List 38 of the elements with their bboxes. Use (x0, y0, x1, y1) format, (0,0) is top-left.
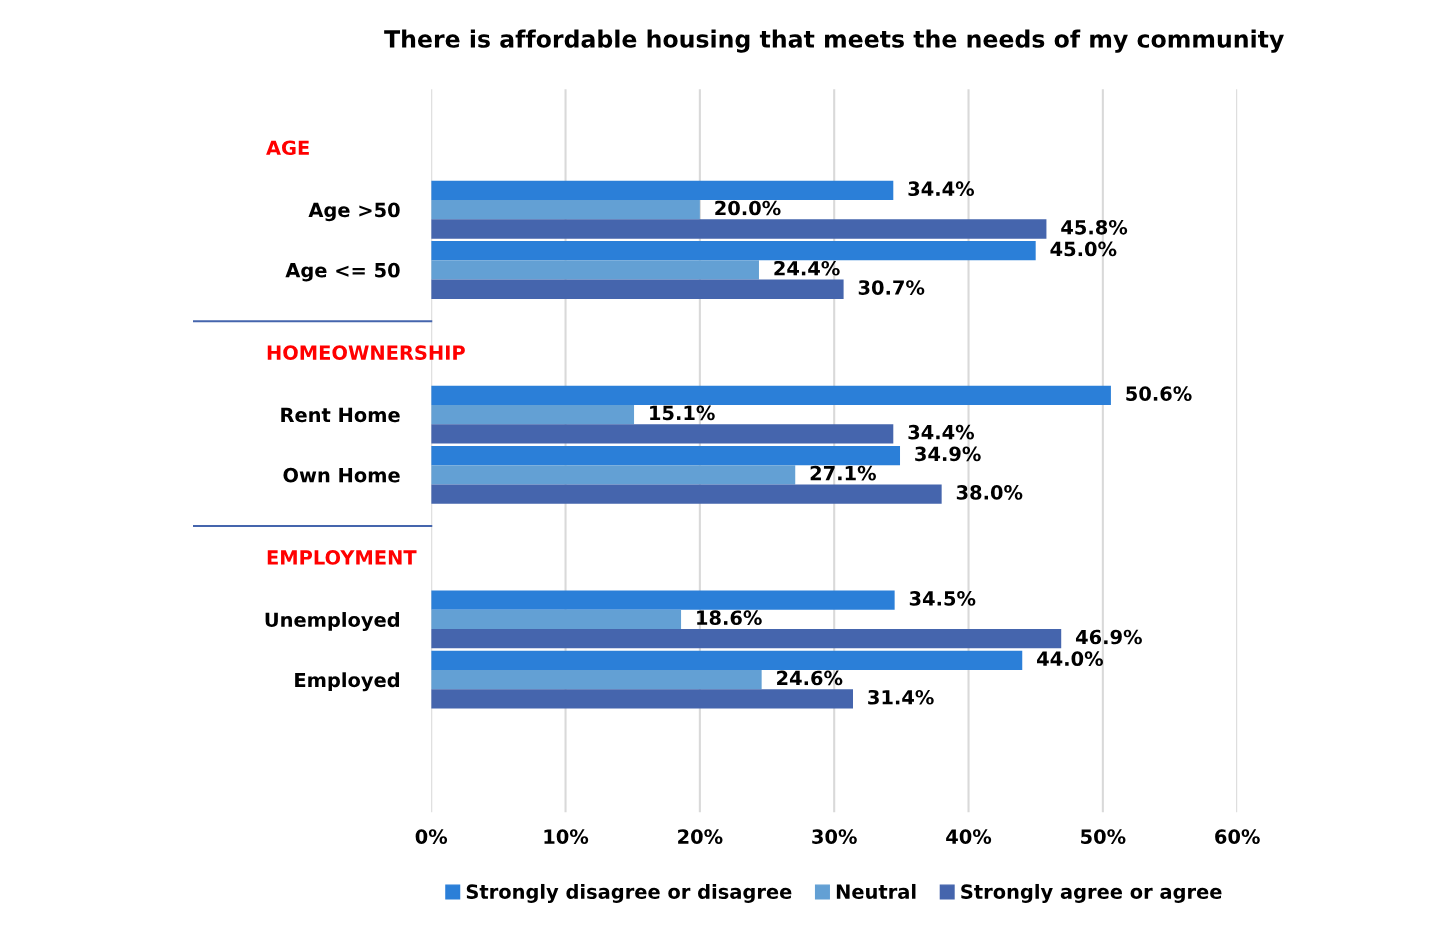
legend-label: Strongly agree or agree (961, 883, 1222, 903)
chart-title: There is affordable housing that meets the needs of my community (384, 29, 1284, 53)
y-tick-label: Age <= 50 (285, 262, 400, 282)
legend-label: Strongly disagree or disagree (466, 883, 792, 903)
y-tick-label: Own Home (283, 467, 400, 483)
y-tick-label: Rent Home (281, 407, 400, 423)
x-tick-label: 30% (812, 829, 857, 844)
data-label: 44.0% (1037, 651, 1103, 667)
y-tick-label: Age >50 (308, 202, 400, 222)
data-label: 24.4% (774, 260, 840, 276)
data-label: 45.8% (1061, 219, 1128, 235)
data-label: 45.0% (1050, 241, 1117, 257)
text: EMPLOYMENT (267, 550, 417, 565)
x-tick-label: 40% (946, 829, 992, 844)
x-tick-label: 0% (415, 829, 448, 844)
x-tick-label: 20% (678, 829, 723, 844)
data-label: 27.1% (810, 465, 876, 481)
data-label: 20.0% (715, 200, 781, 216)
data-label: 50.6% (1126, 386, 1192, 401)
x-tick-label: 50% (1081, 829, 1126, 844)
data-label: 15.1% (650, 405, 715, 421)
data-label: 31.4% (868, 689, 934, 705)
data-label: 34.4% (908, 424, 975, 440)
y-tick-label: Unemployed (265, 612, 400, 632)
data-label: 30.7% (858, 280, 925, 295)
legend-label: Neutral (836, 883, 916, 900)
x-tick-label: 60% (1215, 829, 1260, 844)
data-label: 24.6% (777, 670, 843, 686)
data-label: 18.6% (697, 610, 762, 626)
data-label: 34.5% (909, 591, 976, 606)
data-label: 46.9% (1075, 629, 1142, 645)
annotation: HOMEOWNERSHIP (267, 345, 465, 360)
data-label: 38.0% (956, 485, 1023, 500)
text: AGE (266, 140, 309, 156)
y-tick-label: Employed (295, 672, 400, 692)
x-tick-label: 10% (544, 829, 589, 844)
data-label: 34.9% (915, 446, 981, 462)
data-label: 34.4% (908, 181, 975, 197)
